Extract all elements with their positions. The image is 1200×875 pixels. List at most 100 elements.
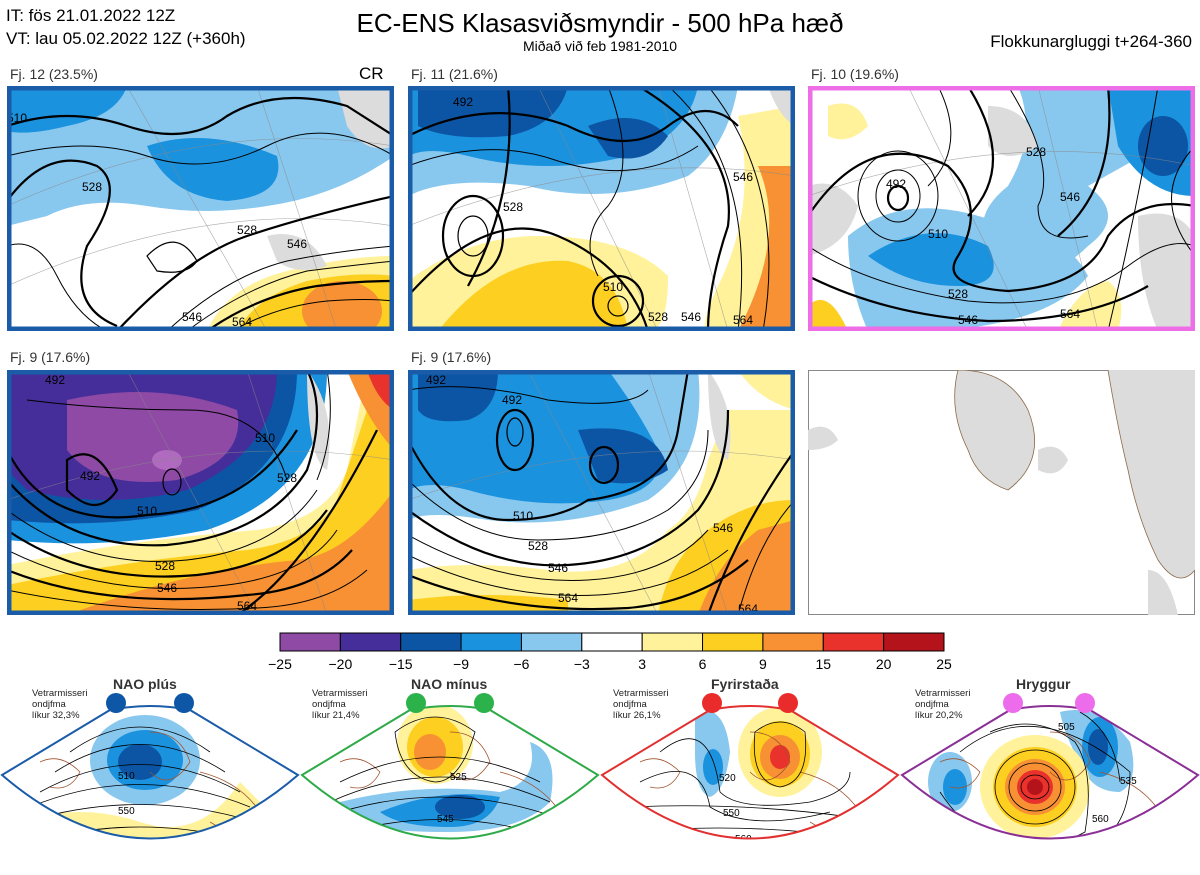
contour-label: 528 [528,539,548,553]
colorbar-swatch [400,632,462,652]
regime-dot [778,693,798,713]
colorbar-tick-label: −25 [268,656,292,672]
cluster-map-1[interactable]: 510 528 528 546 546 564 [7,86,394,331]
colorbar-swatch [460,632,522,652]
contour-label: 510 [255,431,275,445]
contour-label: 546 [1060,190,1080,204]
regime-contour-label: 545 [437,814,454,825]
regime-dot [474,693,494,713]
regime-contour-label: 525 [450,772,467,783]
cluster-map-3[interactable]: 492 510 528 546 564 546 528 [808,86,1195,331]
regime-3-note: Vetrarmisseri ondjfma líkur 26,1% [613,688,669,721]
contour-label: 546 [548,561,568,575]
panel-1-tag: CR [359,64,384,83]
regime-2-note: Vetrarmisseri ondjfma líkur 21,4% [312,688,368,721]
colorbar-tick-label: 15 [815,656,832,672]
regime-contour-label: 550 [118,806,135,817]
contour-label: 510 [137,504,157,518]
regime-contour-label: 510 [118,771,135,782]
colorbar-swatch [822,632,885,652]
contour-label: 546 [287,237,307,251]
regime-4-note: Vetrarmisseri ondjfma líkur 20,2% [915,688,971,721]
regime-dot [106,693,126,713]
cluster-map-5[interactable]: 492 492 510 528 546 564 546 564 [408,370,795,615]
cluster-window: Flokkunargluggi t+264-360 [990,32,1192,51]
contour-label: 528 [155,559,175,573]
anomaly-colorbar [279,632,945,657]
regime-dot [702,693,722,713]
contour-label: 528 [503,200,523,214]
contour-label: 528 [82,180,102,194]
colorbar-swatch [762,632,824,652]
contour-label: 546 [958,313,978,327]
contour-label: 492 [426,373,446,387]
regime-map-blocking[interactable]: 520 550 560 [600,692,900,875]
contour-label: 510 [513,509,533,523]
regime-contour-label: 535 [1120,776,1137,787]
colorbar-swatch [702,632,764,652]
contour-label: 546 [182,310,202,324]
regime-1-note: Vetrarmisseri ondjfma líkur 32,3% [32,688,88,721]
contour-label: 564 [1060,307,1080,321]
panel-4-label: Fj. 9 (17.6%) [10,349,91,365]
initial-time: IT: fös 21.01.2022 12Z [6,6,176,25]
contour-label: 528 [1026,145,1046,159]
regime-map-nao-minus[interactable]: 525 545 565 [300,692,600,875]
panel-1-label: Fj. 12 (23.5%) [10,66,98,82]
regime-dot [174,693,194,713]
regime-2-title: NAO mínus [411,676,488,692]
regime-3-dots [702,693,798,713]
contour-label: 546 [733,170,753,184]
contour-label: 564 [232,315,252,329]
regime-contour-label: 560 [1092,814,1109,825]
regime-dot [1003,693,1023,713]
cluster-map-2[interactable]: 492 528 546 510 528 546 564 [408,86,795,331]
contour-label: 492 [45,373,65,387]
colorbar-tick-label: 9 [759,656,767,672]
contour-label: 546 [157,581,177,595]
colorbar-tick-label: 25 [936,656,952,672]
colorbar-swatch [581,632,643,652]
contour-label: 492 [80,469,100,483]
regime-map-nao-plus[interactable]: 510 550 [0,692,300,875]
regime-dot [1075,693,1095,713]
contour-label: 564 [733,313,753,327]
cluster-map-4[interactable]: 492 492 510 528 546 528 510 564 [7,370,394,615]
contour-label: 510 [603,280,623,294]
regime-contour-label: 550 [723,808,740,819]
regime-1-dots [106,693,194,713]
contour-label: 528 [277,471,297,485]
contour-label: 546 [681,310,701,324]
page-title: EC-ENS Klasasviðsmyndir - 500 hPa hæð [356,8,844,38]
regime-3-title: Fyrirstaða [711,676,779,692]
colorbar-tick-label: 3 [638,656,647,672]
panel-3-label: Fj. 10 (19.6%) [811,66,899,82]
contour-label: 510 [928,227,948,241]
regime-4-title: Hryggur [1016,676,1071,692]
regime-4-dots [1003,693,1095,713]
regime-dot [406,693,426,713]
panel-5-label: Fj. 9 (17.6%) [411,349,492,365]
colorbar-tick-label: 20 [875,656,892,672]
colorbar-tick-label: −15 [388,656,413,672]
page-subtitle: Miðað við feb 1981-2010 [522,38,678,54]
colorbar-swatch [339,632,402,652]
contour-label: 510 [7,111,27,125]
contour-label: 528 [237,223,257,237]
contour-label: 492 [502,393,522,407]
contour-label: 564 [738,602,758,615]
regime-contour-label: 560 [735,834,752,845]
colorbar-tick-label: −6 [513,656,530,672]
colorbar-tick-label: −20 [328,656,353,672]
contour-label: 564 [558,591,578,605]
contour-label: 546 [713,521,733,535]
regime-contour-label: 565 [447,850,464,861]
colorbar-swatch [641,632,704,652]
contour-label: 492 [453,95,473,109]
regime-contour-label: 520 [719,773,736,784]
regime-1-title: NAO plús [113,676,177,692]
colorbar-swatch [520,632,583,652]
regime-map-ridge[interactable]: 505 535 560 [900,692,1200,875]
contour-label: 492 [886,177,906,191]
contour-label: 528 [648,310,668,324]
